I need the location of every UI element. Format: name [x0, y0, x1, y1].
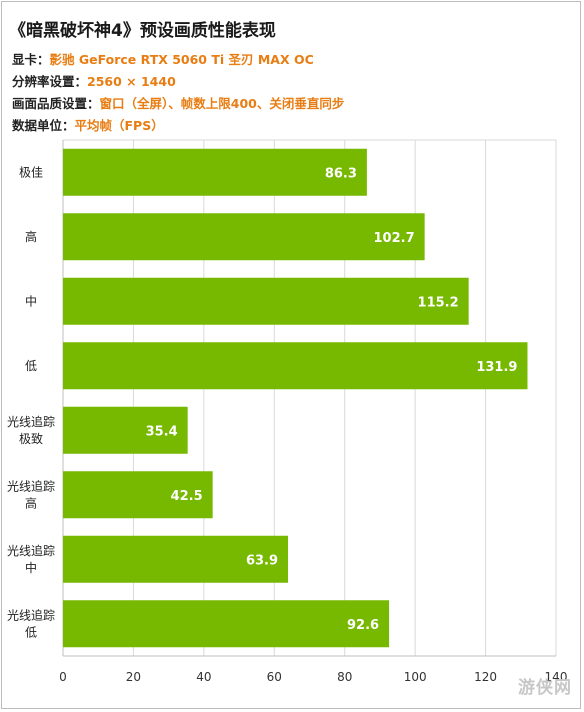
bar: [63, 600, 390, 648]
bar: [63, 406, 188, 454]
y-category-label: 光线追踪: [7, 543, 55, 558]
gpu-info: 显卡：影驰 GeForce RTX 5060 Ti 圣刃 MAX OC: [12, 49, 314, 68]
bar: [63, 342, 528, 390]
y-category-label: 低: [25, 625, 37, 639]
x-tick-label: 120: [474, 670, 497, 684]
x-tick-label: 100: [404, 670, 427, 684]
x-tick-label: 60: [267, 670, 282, 684]
unit-value: 平均帧（FPS）: [74, 118, 164, 133]
y-category-label: 高: [25, 495, 37, 510]
bar: [63, 471, 213, 519]
y-category-label: 低: [25, 359, 37, 373]
bar-value-label: 102.7: [374, 231, 415, 246]
bar: [63, 148, 367, 196]
x-tick-label: 80: [337, 670, 352, 684]
bar-value-label: 42.5: [171, 489, 203, 504]
bar-value-label: 92.6: [347, 618, 379, 633]
y-category-label: 极致: [19, 432, 43, 446]
x-tick-label: 140: [545, 670, 568, 684]
bar-value-label: 131.9: [476, 360, 517, 375]
chart-title: 《暗黑破坏神4》预设画质性能表现: [9, 21, 276, 41]
unit-info: 数据单位：平均帧（FPS）: [12, 115, 164, 134]
quality-info: 画面品质设置：窗口（全屏）、帧数上限400、关闭垂直同步: [12, 93, 344, 112]
x-tick-label: 20: [126, 670, 141, 684]
y-category-label: 极佳: [19, 165, 43, 179]
y-category-label: 中: [25, 560, 37, 575]
x-tick-label: 0: [59, 670, 67, 684]
bar-value-label: 63.9: [246, 553, 278, 568]
quality-value: 窗口（全屏）、帧数上限400、关闭垂直同步: [99, 96, 345, 111]
y-category-label: 光线追踪: [7, 414, 55, 429]
bar: [63, 277, 469, 325]
quality-label: 画面品质设置：: [12, 96, 100, 111]
bar: [63, 213, 425, 261]
watermark-logo: 游侠网: [518, 678, 572, 698]
resolution-value: 2560 × 1440: [87, 74, 176, 89]
resolution-label: 分辨率设置：: [12, 74, 88, 89]
bar: [63, 535, 289, 583]
bar-value-label: 86.3: [325, 166, 357, 181]
y-category-label: 光线追踪: [7, 607, 55, 622]
gpu-label: 显卡：: [12, 52, 50, 67]
unit-label: 数据单位：: [12, 118, 75, 133]
y-category-label: 光线追踪: [7, 478, 55, 493]
resolution-info: 分辨率设置：2560 × 1440: [12, 71, 176, 90]
bar-value-label: 115.2: [418, 295, 459, 310]
gpu-value: 影驰 GeForce RTX 5060 Ti 圣刃 MAX OC: [49, 52, 314, 67]
y-category-label: 中: [25, 293, 37, 308]
y-category-label: 高: [25, 229, 37, 244]
bar-value-label: 35.4: [146, 424, 178, 439]
x-tick-label: 40: [196, 670, 211, 684]
